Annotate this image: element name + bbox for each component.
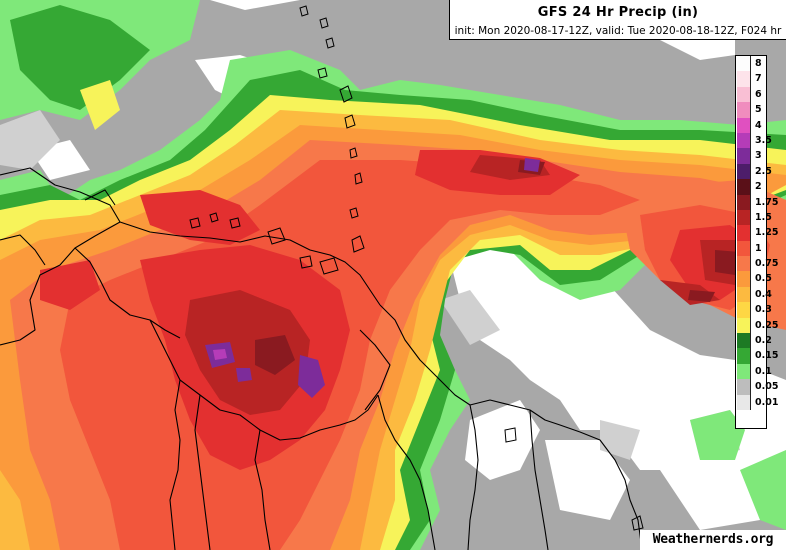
legend-swatch	[737, 102, 751, 118]
map-title: GFS 24 Hr Precip (in)	[537, 5, 699, 20]
legend-swatch	[737, 86, 751, 103]
legend-swatch	[737, 56, 751, 72]
legend-row: 2.5	[736, 163, 772, 180]
legend-swatch	[737, 194, 751, 210]
legend-label: 0.15	[755, 350, 779, 362]
legend-swatch	[737, 71, 751, 87]
legend-label: 2.5	[755, 165, 772, 177]
legend-row: 2	[736, 179, 766, 195]
legend-row: 4	[736, 117, 766, 133]
legend-row: 1	[736, 240, 766, 257]
legend-swatch	[737, 256, 751, 272]
legend-label: 1.25	[755, 227, 779, 239]
legend-swatch	[737, 302, 751, 318]
legend-swatch	[737, 348, 751, 364]
legend-label: 2	[755, 181, 762, 193]
legend-swatch	[737, 132, 751, 149]
legend-row: 3.5	[736, 132, 772, 149]
legend-label: 4	[755, 119, 762, 131]
map-subtitle: init: Mon 2020-08-17-12Z, valid: Tue 202…	[454, 25, 782, 37]
legend-row: 0.2	[736, 333, 772, 349]
legend-swatch	[737, 179, 751, 195]
legend-label: 0.4	[755, 288, 772, 300]
legend-swatch	[737, 240, 751, 257]
legend-label: 6	[755, 88, 762, 100]
legend-label: 1.75	[755, 196, 779, 208]
legend-row: 5	[736, 102, 766, 118]
legend-row: 0.15	[736, 348, 778, 364]
legend-label: 0.1	[755, 365, 772, 377]
legend-label: 0.05	[755, 381, 779, 393]
legend-swatch	[737, 117, 751, 133]
legend-swatch	[737, 271, 751, 287]
legend-swatch	[737, 363, 751, 380]
legend-label: 0.5	[755, 273, 772, 285]
legend-row: 0.25	[736, 317, 778, 334]
coastlines	[0, 167, 643, 550]
map-title-box: GFS 24 Hr Precip (in) init: Mon 2020-08-…	[449, 0, 786, 40]
legend-label: 0.25	[755, 319, 779, 331]
legend-label: 3	[755, 150, 762, 162]
legend-label: 0.3	[755, 304, 772, 316]
precip-legend: 8 7 6 5 4 3.5 3 2.5 2 1.75 1.5 1.25 1 0.75 0.5 0.4 0.3 0.…	[735, 55, 778, 429]
legend-row: 0.1	[736, 363, 772, 380]
legend-row: 0.3	[736, 302, 772, 318]
legend-label: 1	[755, 242, 762, 254]
watermark: Weathernerds.org	[640, 530, 786, 550]
legend-row: 6	[736, 86, 766, 103]
legend-row: 0.4	[736, 286, 772, 303]
legend-row: 1.25	[736, 225, 778, 241]
legend-row: 3	[736, 148, 766, 164]
precip-3-5	[213, 349, 227, 360]
legend-row: 0.5	[736, 271, 772, 287]
legend-label: 0.2	[755, 335, 772, 347]
legend-label: 7	[755, 73, 762, 85]
legend-swatch	[737, 225, 751, 241]
legend-row: 0.05	[736, 379, 778, 395]
legend-swatch	[737, 394, 751, 410]
legend-label: 8	[755, 58, 762, 69]
legend-swatch	[737, 379, 751, 395]
legend-row: 7	[736, 71, 766, 87]
legend-swatch	[737, 333, 751, 349]
legend-label: 1.5	[755, 211, 772, 223]
legend-swatch	[737, 148, 751, 164]
legend-swatch	[737, 163, 751, 180]
legend-row: 8	[736, 56, 766, 72]
legend-label: 5	[755, 104, 762, 116]
legend-label: 0.01	[755, 396, 779, 408]
legend-label: 0.75	[755, 258, 779, 270]
legend-row: 1.75	[736, 194, 778, 210]
legend-label: 3.5	[755, 134, 772, 146]
islands	[189, 5, 644, 531]
legend-swatch	[737, 209, 751, 226]
legend-row: 1.5	[736, 209, 772, 226]
legend-swatch	[737, 286, 751, 303]
legend-row: 0.75	[736, 256, 778, 272]
legend-swatch	[737, 317, 751, 334]
legend-row: 0.01	[736, 394, 778, 410]
